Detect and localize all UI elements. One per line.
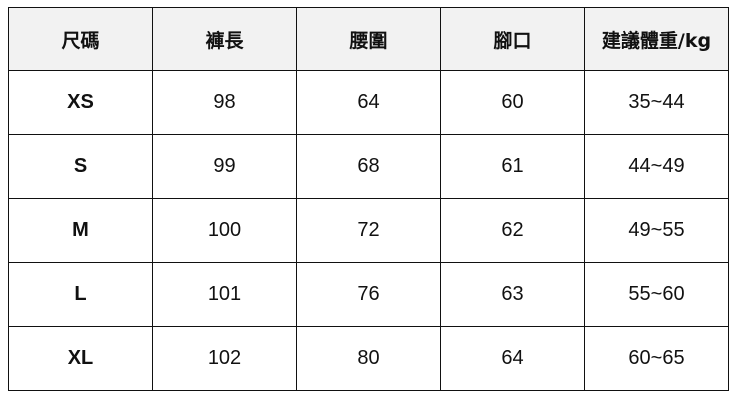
cell-size: XL [8,326,153,391]
cell-length: 98 [152,70,297,135]
table-row: S 99 68 61 44~49 [8,134,729,199]
cell-length: 99 [152,134,297,199]
table-row: L 101 76 63 55~60 [8,262,729,327]
cell-length: 101 [152,262,297,327]
cell-waist: 72 [296,198,441,263]
cell-hem: 64 [440,326,585,391]
cell-size: L [8,262,153,327]
size-chart-table: 尺碼 褲長 腰圍 腳口 建議體重/kg XS 98 64 60 35~44 S 99 68 61… [8,7,729,391]
cell-waist: 76 [296,262,441,327]
cell-weight: 60~65 [584,326,729,391]
cell-waist: 80 [296,326,441,391]
cell-hem: 62 [440,198,585,263]
table-row: XL 102 80 64 60~65 [8,326,729,391]
cell-length: 100 [152,198,297,263]
cell-weight: 55~60 [584,262,729,327]
header-row: 尺碼 褲長 腰圍 腳口 建議體重/kg [8,7,729,71]
cell-length: 102 [152,326,297,391]
header-hem: 腳口 [440,7,585,71]
cell-weight: 49~55 [584,198,729,263]
table-row: XS 98 64 60 35~44 [8,70,729,135]
cell-weight: 44~49 [584,134,729,199]
cell-hem: 61 [440,134,585,199]
header-size: 尺碼 [8,7,153,71]
cell-size: M [8,198,153,263]
cell-hem: 60 [440,70,585,135]
table-row: M 100 72 62 49~55 [8,198,729,263]
header-weight: 建議體重/kg [584,7,729,71]
header-waist: 腰圍 [296,7,441,71]
cell-weight: 35~44 [584,70,729,135]
cell-waist: 68 [296,134,441,199]
cell-waist: 64 [296,70,441,135]
header-length: 褲長 [152,7,297,71]
cell-hem: 63 [440,262,585,327]
cell-size: S [8,134,153,199]
cell-size: XS [8,70,153,135]
